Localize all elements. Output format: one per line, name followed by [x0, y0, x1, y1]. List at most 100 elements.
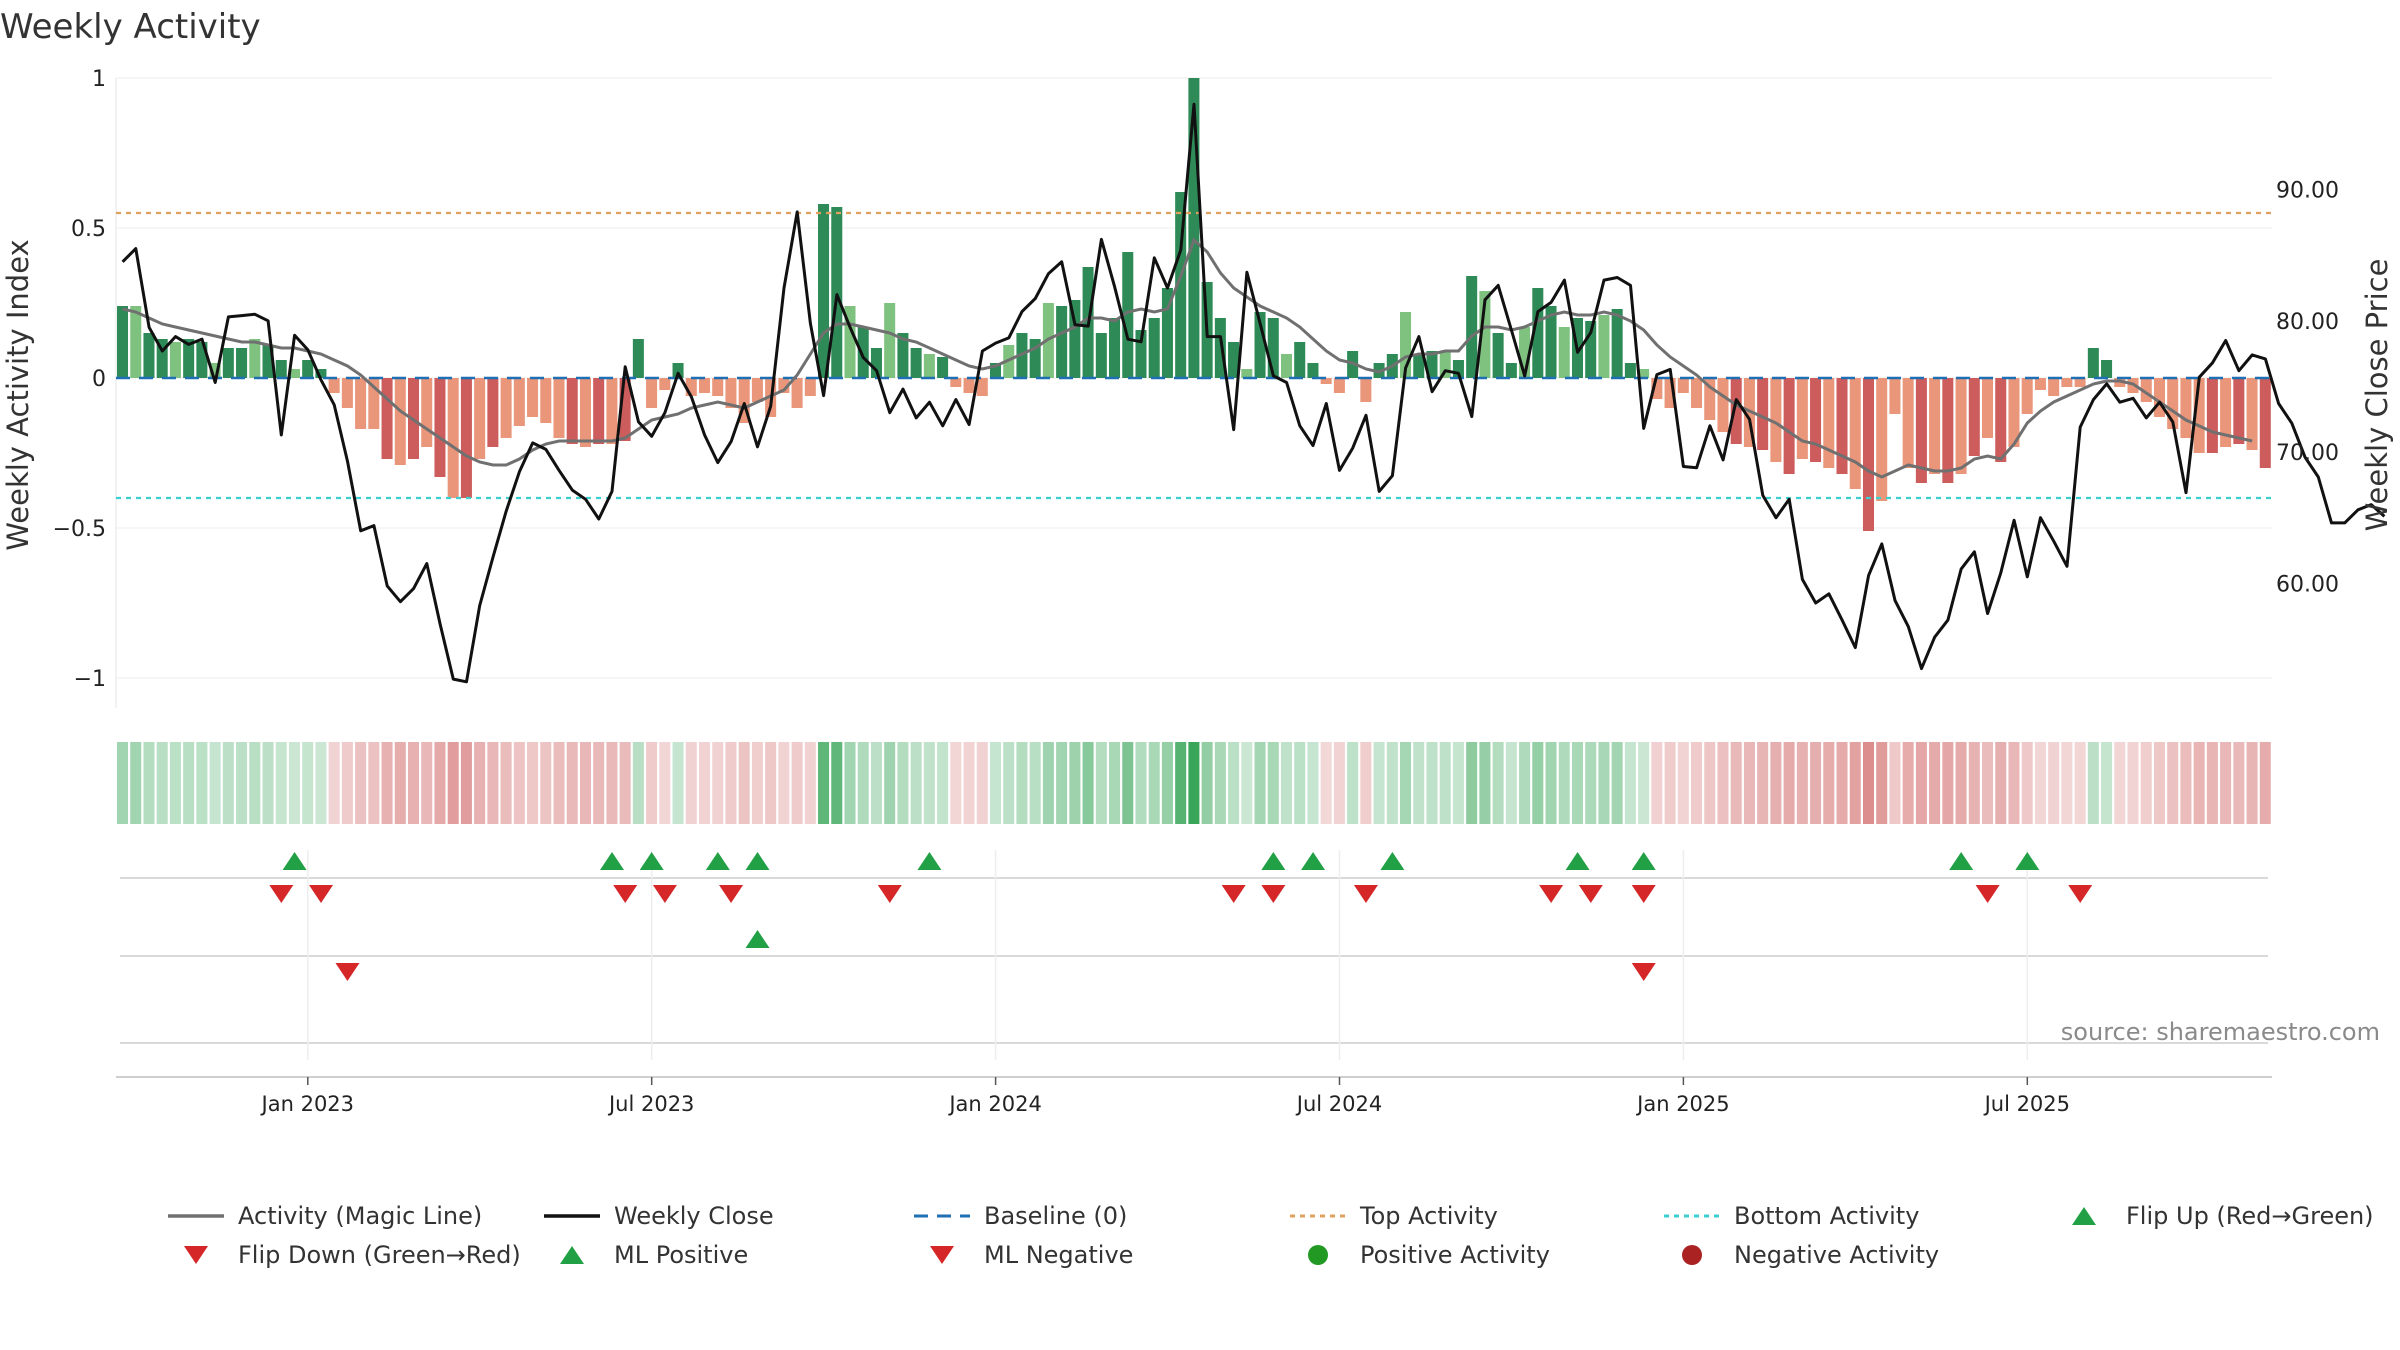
activity-bar: [606, 378, 618, 444]
flip-down-marker: [309, 885, 334, 903]
activity-bar: [884, 303, 896, 378]
heat-cell: [1042, 742, 1054, 824]
activity-bar: [500, 378, 512, 438]
activity-bar: [1267, 318, 1279, 378]
activity-bar: [672, 363, 684, 378]
y2-tick-label: 80.00: [2276, 310, 2339, 335]
legend-label: Weekly Close: [614, 1202, 774, 1230]
activity-bar: [1836, 378, 1848, 474]
heat-cell: [1889, 742, 1901, 824]
activity-bar: [2140, 378, 2152, 402]
x-axis-ticks: Jan 2023 Jul 2023 Jan 2024 Jul 2024 Jan 2025…: [260, 1077, 2070, 1116]
heat-cell: [2233, 742, 2245, 824]
activity-bar: [1558, 327, 1570, 378]
heat-cell: [117, 742, 129, 824]
activity-bar: [447, 378, 459, 498]
activity-bars: [117, 78, 2271, 531]
y2-axis-label: Weekly Close Price: [2360, 259, 2394, 532]
y2-tick-label: 90.00: [2276, 179, 2339, 204]
flip-up-marker: [1631, 852, 1656, 870]
heat-cell: [1109, 742, 1121, 824]
legend-label: Baseline (0): [984, 1202, 1127, 1230]
activity-bar: [487, 378, 499, 447]
heat-cell: [130, 742, 142, 824]
activity-bar: [2180, 378, 2192, 438]
activity-bar: [1479, 291, 1491, 378]
heat-cell: [857, 742, 869, 824]
heat-cell: [1082, 742, 1094, 824]
heat-cell: [712, 742, 724, 824]
activity-bar: [275, 360, 287, 378]
heat-cell: [1003, 742, 1015, 824]
heat-cell: [474, 742, 486, 824]
heat-cell: [1294, 742, 1306, 824]
x-tick-label: Jul 2025: [1983, 1092, 2070, 1116]
heat-cell: [328, 742, 340, 824]
activity-bar: [989, 363, 1002, 378]
heat-cell: [989, 742, 1002, 824]
flip-down-marker: [877, 885, 902, 903]
activity-bar: [1691, 378, 1703, 408]
activity-bar: [619, 378, 631, 441]
activity-bar: [2220, 378, 2232, 447]
activity-bar: [2048, 378, 2060, 396]
heat-cell: [1320, 742, 1332, 824]
legend-label: ML Negative: [984, 1241, 1133, 1269]
activity-bar: [196, 342, 208, 378]
heat-cell: [2140, 742, 2152, 824]
x-tick-label: Jul 2023: [607, 1092, 694, 1116]
legend-label: Activity (Magic Line): [238, 1202, 482, 1230]
heat-cell: [2034, 742, 2046, 824]
heat-cell: [355, 742, 367, 824]
activity-bar: [1519, 327, 1531, 378]
x-tick-label: Jan 2023: [260, 1092, 355, 1116]
heat-cell: [2206, 742, 2218, 824]
heat-cell: [884, 742, 896, 824]
activity-bar: [831, 207, 843, 378]
heat-cell: [751, 742, 763, 824]
activity-bar: [169, 342, 181, 378]
activity-bar: [2206, 378, 2218, 453]
x-tick-label: Jan 2025: [1635, 1092, 1730, 1116]
activity-bar: [1624, 363, 1636, 378]
heat-cell: [222, 742, 234, 824]
activity-bar: [566, 378, 578, 444]
heat-cell: [183, 742, 195, 824]
y2-axis-ticks: 90.00 80.00 70.00 60.00: [2276, 179, 2339, 598]
heat-cell: [1796, 742, 1808, 824]
flip-up-marker: [639, 852, 664, 870]
heat-cell: [976, 742, 988, 824]
activity-bar: [2021, 378, 2033, 414]
activity-bar: [1929, 378, 1941, 474]
heat-cell: [553, 742, 565, 824]
heat-cell: [1426, 742, 1438, 824]
heat-cell: [2087, 742, 2099, 824]
activity-bar: [513, 378, 525, 426]
heat-cell: [791, 742, 803, 824]
heat-cell: [1915, 742, 1927, 824]
legend-swatch: [930, 1246, 954, 1264]
heat-cell: [593, 742, 605, 824]
y-tick-label: −1: [74, 667, 106, 692]
x-tick-label: Jul 2024: [1295, 1092, 1382, 1116]
activity-bar: [302, 360, 314, 378]
heat-cell: [1770, 742, 1782, 824]
y2-tick-label: 70.00: [2276, 441, 2339, 466]
weekly-close-series: [121, 102, 2386, 684]
heat-cell: [1545, 742, 1557, 824]
activity-bar: [698, 378, 711, 393]
activity-bar: [738, 378, 750, 423]
heat-cell: [1743, 742, 1755, 824]
heat-cell: [870, 742, 882, 824]
activity-bar: [460, 378, 472, 498]
legend-swatch: [184, 1246, 208, 1264]
heat-cell: [2220, 742, 2232, 824]
activity-bar: [315, 369, 327, 378]
activity-bar: [2074, 378, 2086, 387]
heat-cell: [196, 742, 208, 824]
activity-bar: [1360, 378, 1372, 402]
heat-cell: [646, 742, 658, 824]
activity-bar: [156, 339, 168, 378]
heat-cell: [1942, 742, 1954, 824]
activity-bar: [1320, 378, 1332, 384]
